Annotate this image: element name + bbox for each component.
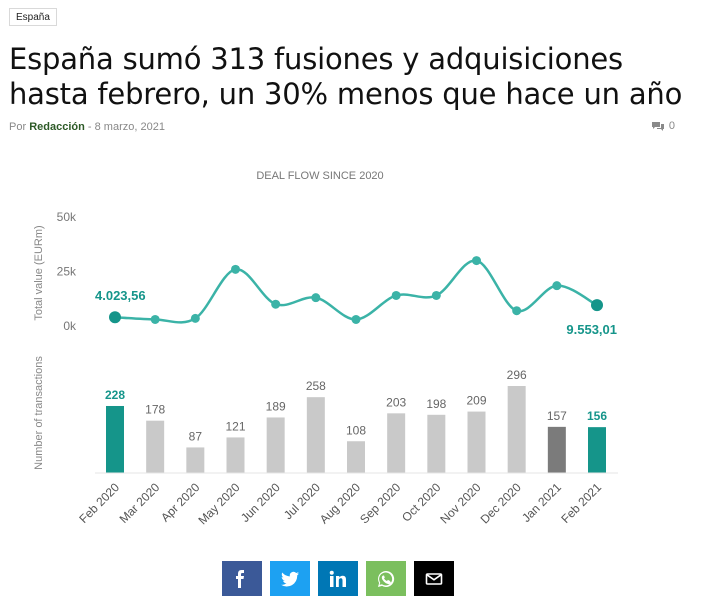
x-tick-label: May 2020 [195,480,242,527]
x-tick-label: Dec 2020 [478,480,524,526]
bar-value-label: 198 [426,397,446,411]
bar-value-label: 157 [547,409,567,423]
comment-icon [651,121,664,131]
bar-value-label: 87 [189,429,203,443]
bar-y-axis-label: Number of transactions [33,356,45,470]
bar [306,397,325,473]
line-start-label: 4.023,56 [95,288,146,303]
line-point [591,299,603,312]
bar-value-label: 108 [346,423,366,437]
x-tick-label: Nov 2020 [437,480,483,526]
share-email-button[interactable] [414,561,454,596]
bar-value-label: 203 [386,395,406,409]
bar-value-label: 296 [507,368,527,382]
share-linkedin-button[interactable] [318,561,358,596]
comment-count: 0 [668,120,675,132]
bar-value-label: 189 [266,399,286,413]
whatsapp-icon [378,570,395,587]
by-prefix: Por [9,121,27,133]
deal-flow-chart: DEAL FLOW SINCE 2020 Total value (EURm) … [33,170,618,527]
bar [266,417,285,473]
article-title: España sumó 313 fusiones y adquisiciones… [9,42,683,111]
line-point [271,299,281,309]
y-tick-label: 50k [57,210,77,224]
x-tick-label: Jan 2021 [519,480,564,525]
bar [347,441,365,473]
bar-value-label: 121 [225,419,245,433]
x-tick-label: Jun 2020 [238,480,283,525]
bar [106,405,124,473]
line-end-label: 9.553,01 [566,322,617,337]
bar [547,426,566,473]
line-point [150,314,160,324]
category-tag[interactable]: España [9,8,57,26]
chart-title: DEAL FLOW SINCE 2020 [256,170,383,182]
email-icon [425,572,443,585]
line-point [472,256,481,266]
line-point [512,306,522,316]
bar [186,447,205,473]
bar-value-label: 178 [145,403,165,417]
line-y-axis-label: Total value (EURm) [33,225,45,320]
line-point [190,313,200,323]
comments-link[interactable]: 0 [651,120,675,132]
line-point [431,290,441,300]
bar-value-label: 156 [587,409,607,423]
y-tick-label: 25k [57,265,77,279]
publish-date: 8 marzo, 2021 [94,121,165,133]
y-tick-label: 0k [63,319,77,333]
x-tick-label: Mar 2020 [117,480,163,526]
meta-separator: - [87,121,92,133]
bar [146,420,165,473]
bar [427,414,446,473]
x-tick-label: Sep 2020 [357,480,403,526]
line-point [351,314,361,324]
line-point [311,293,321,303]
share-whatsapp-button[interactable] [366,561,406,596]
x-tick-label: Oct 2020 [399,480,444,525]
bar-value-label: 228 [105,388,125,402]
x-tick-label: Feb 2021 [558,480,604,526]
linkedin-icon [329,570,346,587]
bar [507,386,526,473]
line-point [552,281,562,291]
twitter-icon [281,571,299,586]
article-meta: Por Redacción - 8 marzo, 2021 [9,121,165,133]
bar-value-label: 209 [466,394,486,408]
x-tick-label: Feb 2020 [76,480,122,526]
author-link[interactable]: Redacción [29,121,85,133]
share-twitter-button[interactable] [270,561,310,596]
bar [467,411,486,473]
bar [387,413,406,473]
share-bar [222,561,454,596]
share-facebook-button[interactable] [222,561,262,596]
bar-value-label: 258 [306,379,326,393]
line-series [114,259,598,324]
bar [226,437,245,473]
line-point [391,290,401,300]
x-tick-label: Aug 2020 [317,480,363,526]
line-point [109,311,121,324]
line-point [231,264,240,274]
facebook-icon [236,569,244,588]
bar [588,427,606,473]
